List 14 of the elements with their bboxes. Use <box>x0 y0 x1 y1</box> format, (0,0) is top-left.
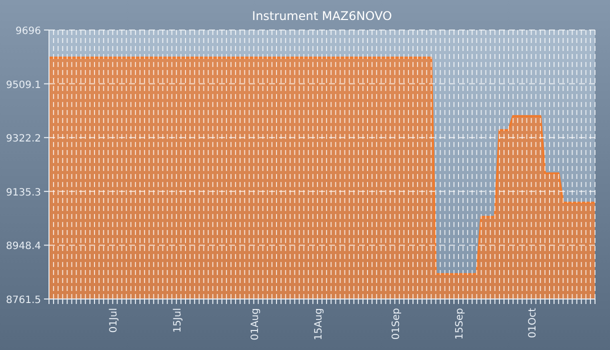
x-tick-label: 01Oct <box>527 308 538 338</box>
x-tick-label: 01Aug <box>250 308 261 340</box>
y-tick-label: 8948.4 <box>6 241 41 252</box>
chart-title: Instrument MAZ6NOVO <box>252 9 392 23</box>
y-tick-label: 9322.2 <box>6 134 41 145</box>
x-tick-label: 01Sep <box>390 308 402 340</box>
y-tick-label: 9509.1 <box>6 80 41 91</box>
y-tick-label: 9696 <box>16 26 41 37</box>
y-tick-label: 9135.3 <box>6 187 41 198</box>
x-tick-label: 15Jul <box>172 308 184 333</box>
x-tick-label: 15Sep <box>454 308 466 340</box>
y-tick-label: 8761.5 <box>6 295 41 306</box>
x-tick-label: 15Aug <box>313 308 324 340</box>
x-tick-label: 01Jul <box>108 308 120 333</box>
